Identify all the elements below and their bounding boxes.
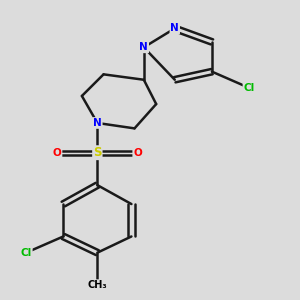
Text: Cl: Cl	[243, 83, 255, 93]
Text: O: O	[53, 148, 62, 158]
Text: S: S	[93, 146, 102, 159]
Text: N: N	[170, 23, 179, 33]
Text: N: N	[93, 118, 102, 128]
Text: Cl: Cl	[20, 248, 32, 258]
Text: O: O	[133, 148, 142, 158]
Text: N: N	[140, 42, 148, 52]
Text: CH₃: CH₃	[88, 280, 107, 290]
